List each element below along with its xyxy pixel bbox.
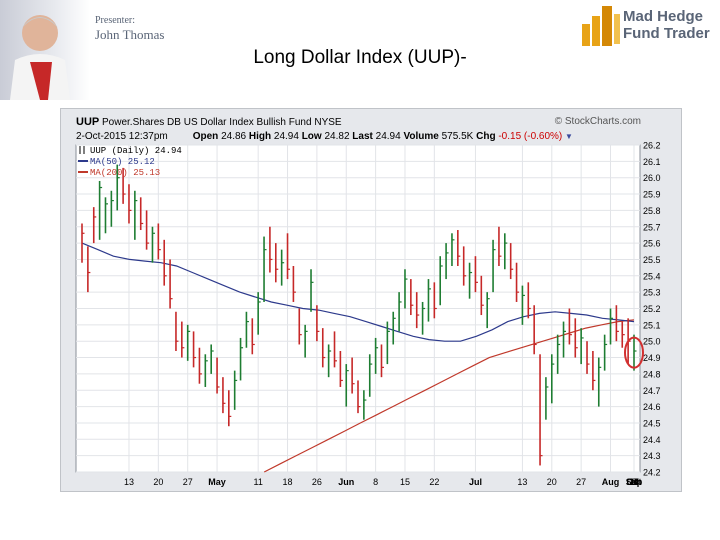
presenter-name: John Thomas — [95, 27, 165, 42]
y-tick-label: 25.6 — [643, 239, 661, 249]
x-tick-label: 18 — [283, 477, 293, 487]
x-tick-label: 21 — [629, 477, 639, 487]
y-tick-label: 24.8 — [643, 369, 661, 379]
logo-line1: Mad Hedge — [623, 8, 704, 25]
chart-fund-name: Power.Shares DB US Dollar Index Bullish … — [102, 117, 312, 128]
chg-value: -0.15 (-0.60%) — [498, 131, 563, 142]
y-tick-label: 25.2 — [643, 304, 661, 314]
highlight-circle — [624, 336, 644, 369]
y-tick-label: 24.5 — [643, 418, 661, 428]
chart-symbol: UUP — [76, 116, 100, 128]
x-tick-label: May — [208, 477, 226, 487]
open-value: 24.86 — [221, 131, 247, 142]
x-tick-label: 8 — [631, 477, 636, 487]
x-tick-label: 8 — [373, 477, 378, 487]
x-tick-label: Oct — [626, 477, 641, 487]
y-tick-label: 24.7 — [643, 386, 661, 396]
logo-icon — [582, 6, 620, 46]
ma50-line — [81, 242, 635, 342]
y-tick-label: 25.4 — [643, 271, 661, 281]
x-tick-label: 13 — [517, 477, 527, 487]
high-value: 24.94 — [273, 131, 299, 142]
y-tick-label: 24.2 — [643, 468, 661, 478]
x-tick-label: 27 — [576, 477, 586, 487]
y-tick-label: 26.0 — [643, 173, 661, 183]
last-value: 24.94 — [375, 131, 401, 142]
y-tick-label: 25.1 — [643, 320, 661, 330]
y-tick-label: 25.7 — [643, 222, 661, 232]
dropdown-triangle-icon[interactable]: ▼ — [565, 132, 573, 141]
logo-line2: Fund Trader — [623, 25, 710, 42]
y-tick-label: 25.5 — [643, 255, 661, 265]
logo-wordmark: Mad Hedge Fund Trader — [623, 8, 710, 42]
y-tick-label: 25.9 — [643, 190, 661, 200]
x-tick-label: Jul — [469, 477, 482, 487]
y-tick-label: 26.1 — [643, 157, 661, 167]
high-label: High — [248, 131, 272, 142]
chart-exchange: NYSE — [314, 117, 342, 128]
low-label: Low — [301, 131, 322, 142]
y-tick-label: 24.6 — [643, 402, 661, 412]
x-tick-label: 27 — [183, 477, 193, 487]
ma200-line — [263, 319, 635, 473]
slide-title: Long Dollar Index (UUP)- — [253, 47, 467, 68]
x-tick-label: 26 — [312, 477, 322, 487]
y-tick-label: 25.3 — [643, 288, 661, 298]
chg-label: Chg — [476, 131, 496, 142]
y-tick-label: 26.2 — [643, 141, 661, 151]
x-tick-label: 10 — [629, 477, 639, 487]
y-tick-label: 25.8 — [643, 206, 661, 216]
x-tick-label: 17 — [629, 477, 639, 487]
x-tick-label: 11 — [253, 477, 262, 487]
x-tick-label: 22 — [429, 477, 439, 487]
presenter-label: Presenter: — [95, 15, 135, 26]
y-tick-label: 25.0 — [643, 337, 661, 347]
last-label: Last — [352, 131, 373, 142]
low-value: 24.82 — [324, 131, 350, 142]
chart-source: © StockCharts.com — [554, 116, 641, 127]
x-tick-label: 13 — [124, 477, 134, 487]
legend-entry: MA(200) 25.13 — [90, 168, 160, 178]
x-tick-label: 20 — [547, 477, 557, 487]
y-tick-label: 24.9 — [643, 353, 661, 363]
chart-quote-row: 2-Oct-2015 12:37pm Open 24.86 High 24.94… — [76, 131, 651, 142]
volume-value: 575.5K — [441, 131, 474, 142]
volume-label: Volume — [403, 131, 439, 142]
y-tick-label: 24.4 — [643, 435, 661, 445]
x-tick-label: 20 — [153, 477, 163, 487]
legend-entry: UUP (Daily) 24.94 — [90, 146, 182, 156]
x-tick-label: Aug — [602, 477, 620, 487]
legend-entry: MA(50) 25.12 — [90, 157, 155, 167]
chart-datetime: 2-Oct-2015 12:37pm — [76, 131, 168, 142]
y-tick-label: 24.3 — [643, 451, 661, 461]
x-tick-label: Jun — [338, 477, 354, 487]
presenter-block: Presenter: John Thomas — [95, 15, 164, 43]
x-tick-label: 24 — [629, 477, 639, 487]
presenter-photo — [10, 15, 70, 100]
chart-header: UUP Power.Shares DB US Dollar Index Bull… — [76, 116, 641, 128]
x-tick-label: Sep — [626, 477, 643, 487]
x-tick-label: 14 — [629, 477, 639, 487]
x-tick-label: 15 — [400, 477, 410, 487]
open-label: Open — [192, 131, 219, 142]
